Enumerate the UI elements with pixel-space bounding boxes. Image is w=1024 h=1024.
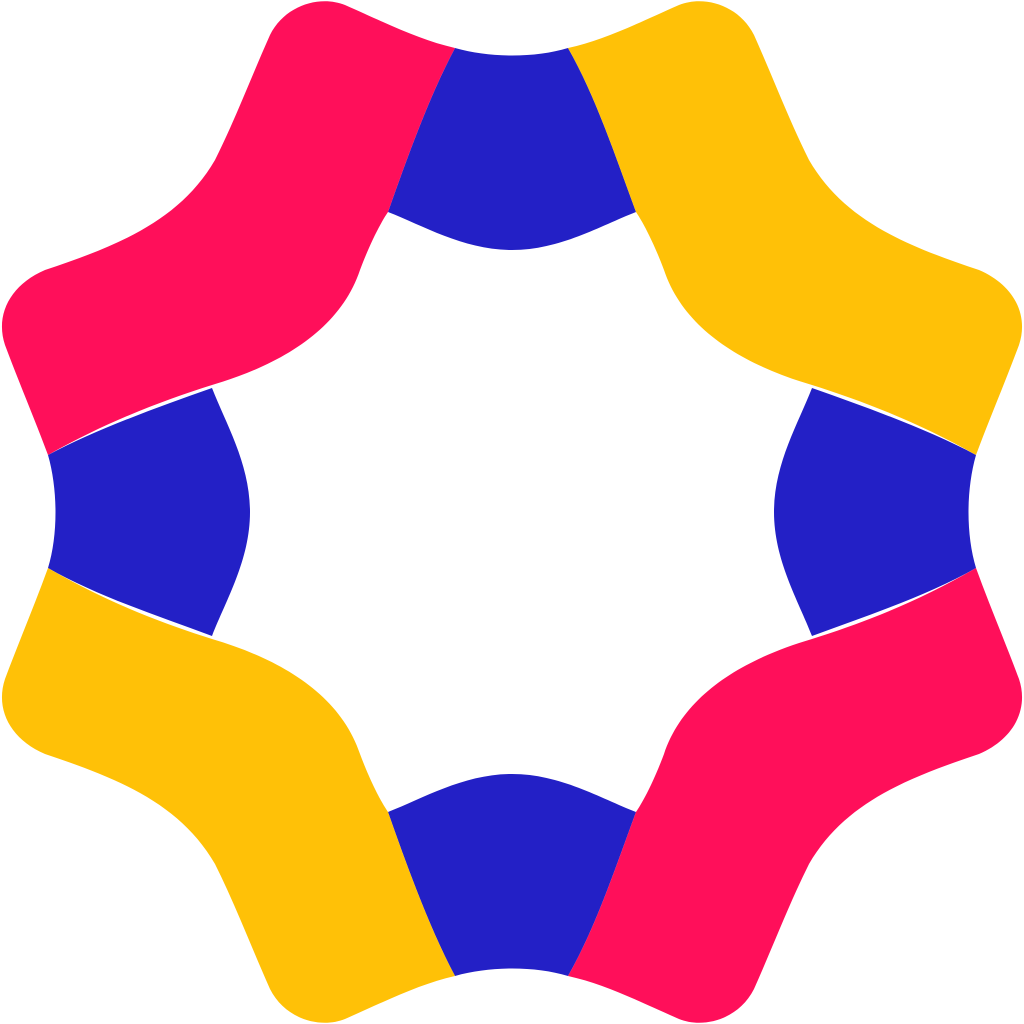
segment-top (388, 48, 636, 250)
segment-bottom-left (1, 568, 456, 1023)
segment-bottom-right (568, 568, 1023, 1023)
segment-top-left (1, 1, 456, 455)
segment-left (48, 388, 250, 636)
segment-right (774, 388, 976, 636)
segment-top-right (568, 1, 1023, 455)
segment-bottom (388, 774, 636, 976)
